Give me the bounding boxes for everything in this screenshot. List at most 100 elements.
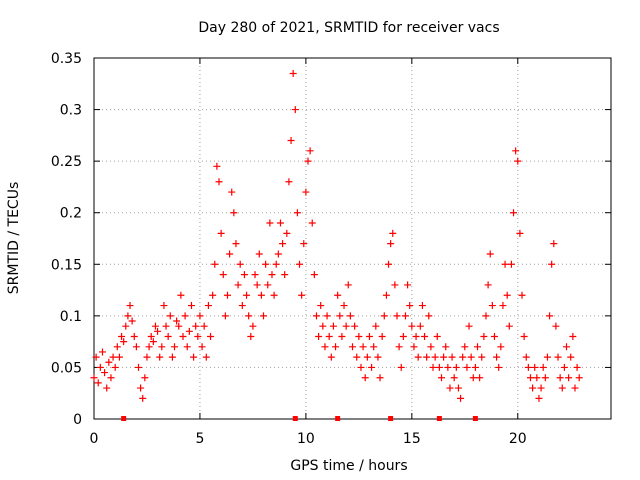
data-point — [537, 384, 545, 392]
data-point — [94, 379, 102, 387]
x-tick-label: 0 — [90, 431, 99, 447]
data-point — [467, 353, 475, 361]
data-point — [518, 291, 526, 299]
data-point — [302, 188, 310, 196]
data-point — [209, 291, 217, 299]
data-point — [550, 240, 558, 248]
data-point — [126, 302, 134, 310]
data-point — [480, 332, 488, 340]
data-point — [374, 353, 382, 361]
data-point — [395, 343, 403, 351]
data-point — [238, 302, 246, 310]
data-point — [308, 219, 316, 227]
data-point — [416, 322, 424, 330]
data-point — [512, 147, 520, 155]
data-point — [134, 363, 142, 371]
data-point — [510, 209, 518, 217]
data-point — [274, 250, 282, 258]
data-point — [98, 348, 106, 356]
data-point — [355, 332, 363, 340]
data-point — [319, 322, 327, 330]
data-point — [425, 312, 433, 320]
data-point — [109, 353, 117, 361]
data-point — [187, 302, 195, 310]
data-point — [270, 291, 278, 299]
data-point — [454, 384, 462, 392]
data-point — [342, 322, 350, 330]
data-point — [253, 281, 261, 289]
data-point — [215, 178, 223, 186]
data-point — [128, 317, 136, 325]
data-point — [194, 332, 202, 340]
data-point — [158, 343, 166, 351]
data-point — [410, 343, 418, 351]
data-point — [315, 332, 323, 340]
data-point — [240, 271, 248, 279]
data-point — [232, 240, 240, 248]
gap-marker — [121, 416, 127, 421]
data-point — [548, 260, 556, 268]
data-point — [503, 291, 511, 299]
data-point — [505, 322, 513, 330]
data-point — [558, 384, 566, 392]
data-point — [357, 363, 365, 371]
data-point — [490, 332, 498, 340]
data-point — [522, 353, 530, 361]
data-point — [279, 240, 287, 248]
data-point — [471, 363, 479, 371]
data-point — [567, 353, 575, 361]
data-point — [234, 281, 242, 289]
data-point — [391, 281, 399, 289]
data-point — [450, 374, 458, 382]
data-point — [151, 322, 159, 330]
data-point — [529, 384, 537, 392]
data-point — [526, 374, 534, 382]
data-point — [476, 374, 484, 382]
data-point — [421, 332, 429, 340]
data-point — [272, 260, 280, 268]
data-point — [122, 322, 130, 330]
data-point — [565, 374, 573, 382]
data-point — [249, 322, 257, 330]
data-point — [149, 338, 157, 346]
data-point — [217, 229, 225, 237]
data-point — [387, 240, 395, 248]
data-point — [482, 312, 490, 320]
data-point — [276, 219, 284, 227]
data-point — [457, 394, 465, 402]
data-point — [351, 322, 359, 330]
data-point — [401, 312, 409, 320]
data-point — [380, 312, 388, 320]
data-point — [370, 343, 378, 351]
data-point — [338, 332, 346, 340]
gap-marker — [436, 416, 442, 421]
data-point — [431, 353, 439, 361]
data-points — [90, 69, 583, 421]
data-point — [321, 343, 329, 351]
data-point — [245, 312, 253, 320]
data-point — [334, 291, 342, 299]
data-point — [147, 332, 155, 340]
data-point — [546, 312, 554, 320]
data-point — [435, 363, 443, 371]
data-point — [349, 343, 356, 351]
plot-frame — [93, 57, 612, 420]
data-point — [539, 363, 547, 371]
data-point — [497, 343, 505, 351]
data-point — [211, 260, 219, 268]
data-point — [535, 394, 543, 402]
data-point — [499, 302, 507, 310]
data-point — [569, 332, 577, 340]
data-point — [139, 394, 147, 402]
data-point — [459, 353, 467, 361]
data-point — [310, 271, 318, 279]
data-point — [281, 271, 289, 279]
x-tick-label: 10 — [297, 431, 315, 447]
data-point — [406, 302, 414, 310]
data-point — [531, 363, 539, 371]
data-point — [344, 281, 352, 289]
data-point — [332, 343, 340, 351]
data-point — [96, 363, 104, 371]
data-point — [393, 312, 401, 320]
y-tick-label: 0.2 — [60, 206, 82, 222]
